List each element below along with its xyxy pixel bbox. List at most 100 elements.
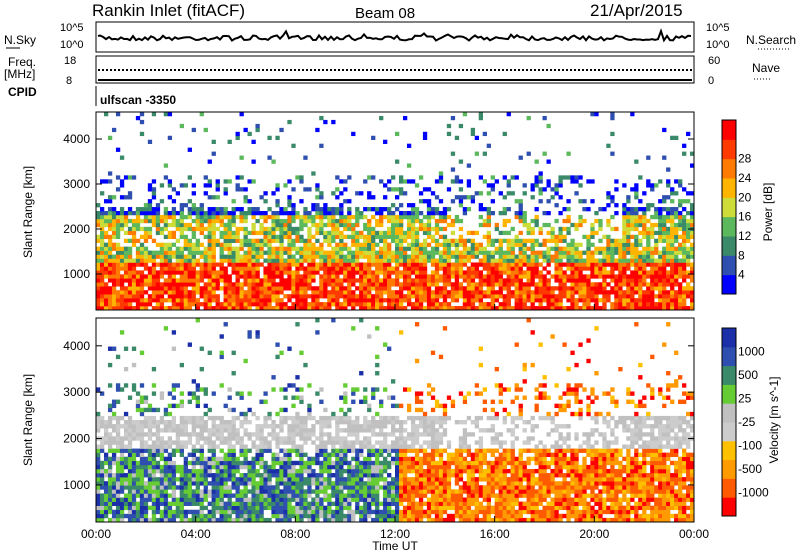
- heatmap-cell: [203, 274, 208, 279]
- heatmap-cell: [163, 517, 169, 523]
- heatmap-cell: [255, 207, 260, 212]
- heatmap-cell: [410, 234, 416, 240]
- heatmap-cell: [171, 517, 177, 523]
- heatmap-cell: [243, 230, 248, 236]
- heatmap-cell: [410, 203, 416, 208]
- heatmap-cell: [255, 258, 260, 263]
- heatmap-cell: [247, 302, 252, 307]
- heatmap-cell: [219, 258, 224, 263]
- heatmap-cell: [247, 274, 252, 279]
- heatmap-cell: [295, 286, 300, 291]
- heatmap-cell: [315, 481, 320, 486]
- heatmap-cell: [486, 266, 491, 271]
- heatmap-cell: [522, 286, 527, 291]
- heatmap-cell: [474, 254, 480, 259]
- heatmap-cell: [658, 234, 663, 240]
- heatmap-cell: [251, 262, 256, 267]
- heatmap-cell: [223, 266, 228, 271]
- heatmap-cell: [622, 302, 627, 307]
- heatmap-cell: [107, 135, 113, 141]
- heatmap-cell: [414, 278, 420, 283]
- heatmap-cell: [327, 234, 332, 240]
- heatmap-cell: [287, 448, 292, 453]
- heatmap-cell: [251, 139, 256, 144]
- heatmap-cell: [474, 282, 480, 287]
- heatmap-cell: [231, 207, 236, 212]
- heatmap-cell: [638, 254, 643, 259]
- heatmap-cell: [143, 497, 149, 502]
- heatmap-cell: [99, 501, 105, 506]
- heatmap-cell: [263, 218, 268, 224]
- heatmap-cell: [686, 306, 691, 311]
- heatmap-cell: [339, 302, 344, 307]
- heatmap-cell: [163, 286, 169, 291]
- heatmap-cell: [351, 294, 356, 299]
- heatmap-cell: [642, 262, 647, 267]
- heatmap-cell: [462, 290, 468, 295]
- heatmap-cell: [578, 278, 583, 283]
- heatmap-cell: [191, 282, 196, 287]
- heatmap-cell: [207, 350, 212, 356]
- heatmap-cell: [275, 468, 280, 474]
- heatmap-cell: [211, 473, 216, 478]
- heatmap-cell: [578, 266, 583, 271]
- heatmap-cell: [175, 513, 181, 519]
- heatmap-cell: [430, 262, 436, 267]
- heatmap-cell: [355, 302, 360, 307]
- heatmap-cell: [115, 424, 121, 429]
- heatmap-cell: [586, 298, 591, 303]
- heatmap-cell: [223, 477, 228, 482]
- heatmap-cell: [96, 302, 101, 307]
- heatmap-cell: [99, 473, 105, 478]
- heatmap-cell: [542, 294, 547, 299]
- heatmap-cell: [678, 214, 683, 220]
- heatmap-cell: [331, 298, 336, 303]
- heatmap-cell: [99, 505, 105, 511]
- heatmap-cell: [398, 298, 404, 303]
- heatmap-cell: [658, 302, 663, 307]
- heatmap-cell: [347, 234, 352, 240]
- heatmap-cell: [291, 274, 296, 279]
- heatmap-cell: [602, 207, 607, 212]
- heatmap-cell: [255, 302, 260, 307]
- heatmap-cell: [458, 203, 464, 208]
- heatmap-cell: [327, 481, 332, 486]
- heatmap-cell: [430, 234, 436, 240]
- heatmap-cell: [582, 262, 587, 267]
- heatmap-cell: [610, 270, 615, 275]
- heatmap-cell: [103, 294, 109, 299]
- heatmap-cell: [634, 262, 639, 267]
- heatmap-cell: [139, 131, 145, 137]
- heatmap-cell: [690, 254, 695, 259]
- heatmap-cell: [295, 489, 300, 494]
- heatmap-cell: [291, 218, 296, 224]
- heatmap-cell: [187, 222, 192, 228]
- heatmap-cell: [574, 242, 579, 247]
- heatmap-cell: [111, 282, 117, 287]
- heatmap-cell: [211, 452, 216, 458]
- heatmap-cell: [211, 218, 216, 224]
- heatmap-cell: [670, 290, 675, 295]
- heatmap-cell: [466, 250, 472, 255]
- heatmap-cell: [275, 218, 280, 224]
- heatmap-cell: [682, 258, 687, 263]
- heatmap-cell: [135, 513, 141, 519]
- heatmap-cell: [211, 151, 216, 156]
- heatmap-cell: [271, 420, 276, 425]
- heatmap-cell: [398, 234, 404, 240]
- heatmap-cell: [195, 485, 200, 490]
- heatmap-cell: [490, 262, 495, 267]
- heatmap-cell: [454, 290, 460, 295]
- heatmap-cell: [434, 298, 440, 303]
- heatmap-cell: [343, 226, 348, 232]
- heatmap-cell: [391, 222, 396, 228]
- heatmap-cell: [682, 270, 687, 275]
- heatmap-cell: [195, 493, 200, 498]
- heatmap-cell: [231, 448, 236, 453]
- heatmap-cell: [271, 159, 276, 164]
- heatmap-cell: [446, 262, 452, 267]
- heatmap-cell: [323, 266, 328, 271]
- heatmap-cell: [143, 274, 149, 279]
- heatmap-cell: [514, 242, 519, 247]
- heatmap-cell: [646, 226, 651, 232]
